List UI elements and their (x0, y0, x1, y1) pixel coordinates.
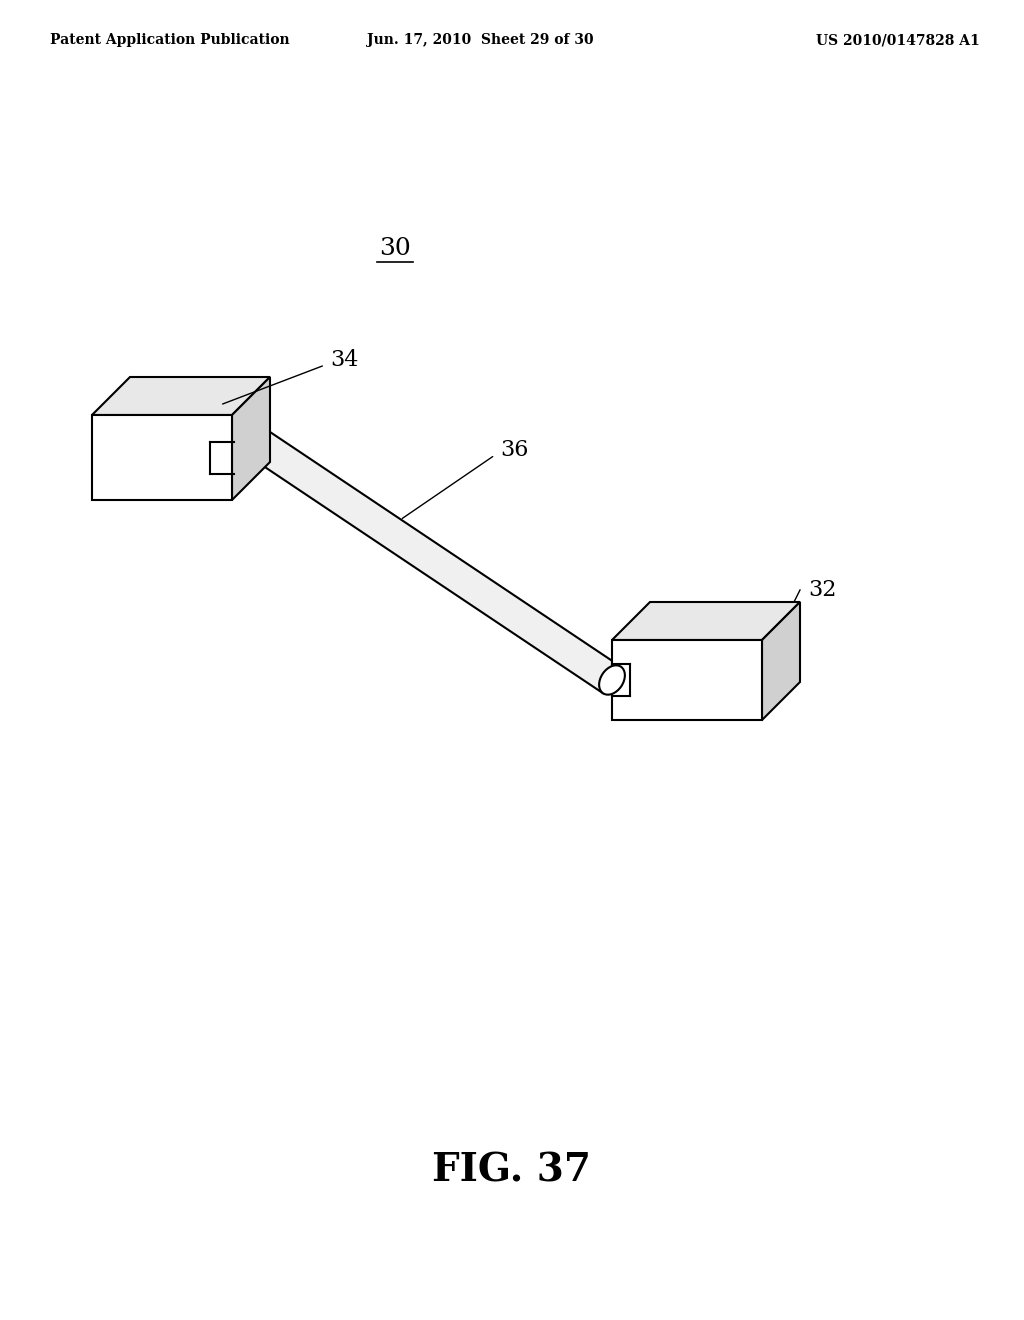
Ellipse shape (239, 424, 264, 453)
Text: Jun. 17, 2010  Sheet 29 of 30: Jun. 17, 2010 Sheet 29 of 30 (367, 33, 593, 48)
Text: FIG. 37: FIG. 37 (432, 1151, 592, 1189)
Text: 32: 32 (808, 579, 837, 601)
Text: 34: 34 (330, 348, 358, 371)
Polygon shape (242, 425, 621, 693)
Polygon shape (92, 378, 270, 414)
Polygon shape (612, 640, 762, 719)
Ellipse shape (599, 665, 625, 694)
Polygon shape (762, 602, 800, 719)
Polygon shape (612, 602, 800, 640)
Polygon shape (232, 378, 270, 500)
Polygon shape (92, 414, 232, 500)
Text: 30: 30 (379, 238, 411, 260)
Text: 36: 36 (500, 440, 528, 461)
Text: Patent Application Publication: Patent Application Publication (50, 33, 290, 48)
Text: US 2010/0147828 A1: US 2010/0147828 A1 (816, 33, 980, 48)
